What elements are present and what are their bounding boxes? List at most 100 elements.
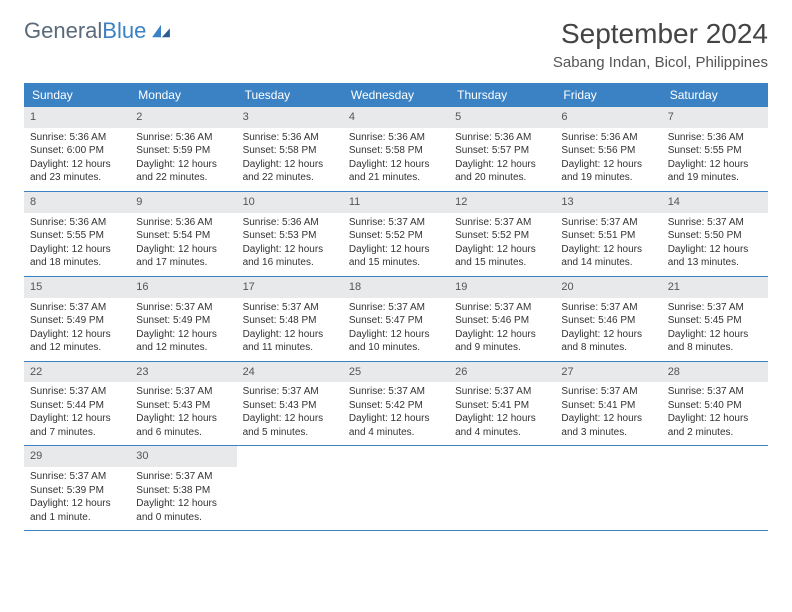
day-cell: 25Sunrise: 5:37 AMSunset: 5:42 PMDayligh… [343, 362, 449, 446]
sail-icon [150, 23, 172, 39]
daylight-line2: and 19 minutes. [668, 171, 762, 185]
sunrise-text: Sunrise: 5:37 AM [561, 385, 655, 399]
day-cell: 24Sunrise: 5:37 AMSunset: 5:43 PMDayligh… [237, 362, 343, 446]
day-cell: 11Sunrise: 5:37 AMSunset: 5:52 PMDayligh… [343, 192, 449, 276]
sunrise-text: Sunrise: 5:37 AM [243, 301, 337, 315]
day-body: Sunrise: 5:36 AMSunset: 5:59 PMDaylight:… [130, 128, 236, 191]
daylight-line2: and 1 minute. [30, 511, 124, 525]
sunset-text: Sunset: 5:52 PM [455, 229, 549, 243]
day-number: 1 [24, 107, 130, 128]
day-cell [449, 446, 555, 530]
day-header: Saturday [662, 83, 768, 107]
sunrise-text: Sunrise: 5:36 AM [455, 131, 549, 145]
daylight-line1: Daylight: 12 hours [349, 328, 443, 342]
sunset-text: Sunset: 5:53 PM [243, 229, 337, 243]
day-header: Sunday [24, 83, 130, 107]
day-body: Sunrise: 5:37 AMSunset: 5:49 PMDaylight:… [130, 298, 236, 361]
daylight-line1: Daylight: 12 hours [668, 158, 762, 172]
day-cell: 15Sunrise: 5:37 AMSunset: 5:49 PMDayligh… [24, 277, 130, 361]
daylight-line2: and 0 minutes. [136, 511, 230, 525]
daylight-line1: Daylight: 12 hours [561, 158, 655, 172]
day-cell [662, 446, 768, 530]
daylight-line2: and 22 minutes. [136, 171, 230, 185]
sunset-text: Sunset: 5:40 PM [668, 399, 762, 413]
day-cell: 29Sunrise: 5:37 AMSunset: 5:39 PMDayligh… [24, 446, 130, 530]
sunrise-text: Sunrise: 5:37 AM [30, 470, 124, 484]
day-body: Sunrise: 5:36 AMSunset: 5:55 PMDaylight:… [662, 128, 768, 191]
sunrise-text: Sunrise: 5:37 AM [136, 470, 230, 484]
sunset-text: Sunset: 5:45 PM [668, 314, 762, 328]
day-number: 18 [343, 277, 449, 298]
sunset-text: Sunset: 5:49 PM [30, 314, 124, 328]
sunrise-text: Sunrise: 5:37 AM [349, 216, 443, 230]
day-body: Sunrise: 5:37 AMSunset: 5:38 PMDaylight:… [130, 467, 236, 530]
day-cell: 26Sunrise: 5:37 AMSunset: 5:41 PMDayligh… [449, 362, 555, 446]
sunset-text: Sunset: 5:41 PM [455, 399, 549, 413]
sunrise-text: Sunrise: 5:37 AM [455, 216, 549, 230]
daylight-line2: and 2 minutes. [668, 426, 762, 440]
day-number: 25 [343, 362, 449, 383]
daylight-line2: and 19 minutes. [561, 171, 655, 185]
sunset-text: Sunset: 5:46 PM [455, 314, 549, 328]
sunrise-text: Sunrise: 5:37 AM [136, 385, 230, 399]
day-header: Thursday [449, 83, 555, 107]
daylight-line2: and 8 minutes. [561, 341, 655, 355]
day-number: 3 [237, 107, 343, 128]
day-body: Sunrise: 5:36 AMSunset: 6:00 PMDaylight:… [24, 128, 130, 191]
day-body: Sunrise: 5:37 AMSunset: 5:41 PMDaylight:… [449, 382, 555, 445]
day-body: Sunrise: 5:37 AMSunset: 5:46 PMDaylight:… [449, 298, 555, 361]
daylight-line1: Daylight: 12 hours [668, 328, 762, 342]
sunset-text: Sunset: 5:51 PM [561, 229, 655, 243]
day-body: Sunrise: 5:37 AMSunset: 5:49 PMDaylight:… [24, 298, 130, 361]
daylight-line1: Daylight: 12 hours [243, 412, 337, 426]
daylight-line2: and 3 minutes. [561, 426, 655, 440]
day-cell: 18Sunrise: 5:37 AMSunset: 5:47 PMDayligh… [343, 277, 449, 361]
day-number: 28 [662, 362, 768, 383]
day-number: 12 [449, 192, 555, 213]
daylight-line1: Daylight: 12 hours [455, 328, 549, 342]
day-cell: 2Sunrise: 5:36 AMSunset: 5:59 PMDaylight… [130, 107, 236, 191]
sunset-text: Sunset: 5:44 PM [30, 399, 124, 413]
brand-logo: GeneralBlue [24, 18, 172, 44]
daylight-line2: and 16 minutes. [243, 256, 337, 270]
sunrise-text: Sunrise: 5:37 AM [668, 385, 762, 399]
day-number: 22 [24, 362, 130, 383]
day-number: 15 [24, 277, 130, 298]
sunrise-text: Sunrise: 5:37 AM [455, 301, 549, 315]
daylight-line1: Daylight: 12 hours [30, 412, 124, 426]
day-body: Sunrise: 5:37 AMSunset: 5:52 PMDaylight:… [343, 213, 449, 276]
day-cell: 28Sunrise: 5:37 AMSunset: 5:40 PMDayligh… [662, 362, 768, 446]
day-cell: 20Sunrise: 5:37 AMSunset: 5:46 PMDayligh… [555, 277, 661, 361]
sunrise-text: Sunrise: 5:36 AM [349, 131, 443, 145]
day-body: Sunrise: 5:37 AMSunset: 5:41 PMDaylight:… [555, 382, 661, 445]
sunrise-text: Sunrise: 5:36 AM [136, 131, 230, 145]
daylight-line2: and 5 minutes. [243, 426, 337, 440]
day-body: Sunrise: 5:36 AMSunset: 5:56 PMDaylight:… [555, 128, 661, 191]
day-number: 13 [555, 192, 661, 213]
day-cell: 21Sunrise: 5:37 AMSunset: 5:45 PMDayligh… [662, 277, 768, 361]
day-body: Sunrise: 5:36 AMSunset: 5:55 PMDaylight:… [24, 213, 130, 276]
sunset-text: Sunset: 6:00 PM [30, 144, 124, 158]
sunset-text: Sunset: 5:54 PM [136, 229, 230, 243]
day-cell [555, 446, 661, 530]
daylight-line1: Daylight: 12 hours [349, 243, 443, 257]
daylight-line1: Daylight: 12 hours [136, 243, 230, 257]
day-number: 6 [555, 107, 661, 128]
day-number: 14 [662, 192, 768, 213]
sunset-text: Sunset: 5:57 PM [455, 144, 549, 158]
daylight-line1: Daylight: 12 hours [136, 158, 230, 172]
daylight-line2: and 4 minutes. [349, 426, 443, 440]
sunset-text: Sunset: 5:47 PM [349, 314, 443, 328]
sunset-text: Sunset: 5:58 PM [243, 144, 337, 158]
day-number: 27 [555, 362, 661, 383]
daylight-line1: Daylight: 12 hours [136, 328, 230, 342]
daylight-line1: Daylight: 12 hours [561, 328, 655, 342]
day-cell: 30Sunrise: 5:37 AMSunset: 5:38 PMDayligh… [130, 446, 236, 530]
brand-part2: Blue [102, 18, 146, 43]
sunrise-text: Sunrise: 5:37 AM [455, 385, 549, 399]
day-cell: 23Sunrise: 5:37 AMSunset: 5:43 PMDayligh… [130, 362, 236, 446]
day-header: Wednesday [343, 83, 449, 107]
daylight-line2: and 23 minutes. [30, 171, 124, 185]
daylight-line2: and 10 minutes. [349, 341, 443, 355]
sunset-text: Sunset: 5:42 PM [349, 399, 443, 413]
